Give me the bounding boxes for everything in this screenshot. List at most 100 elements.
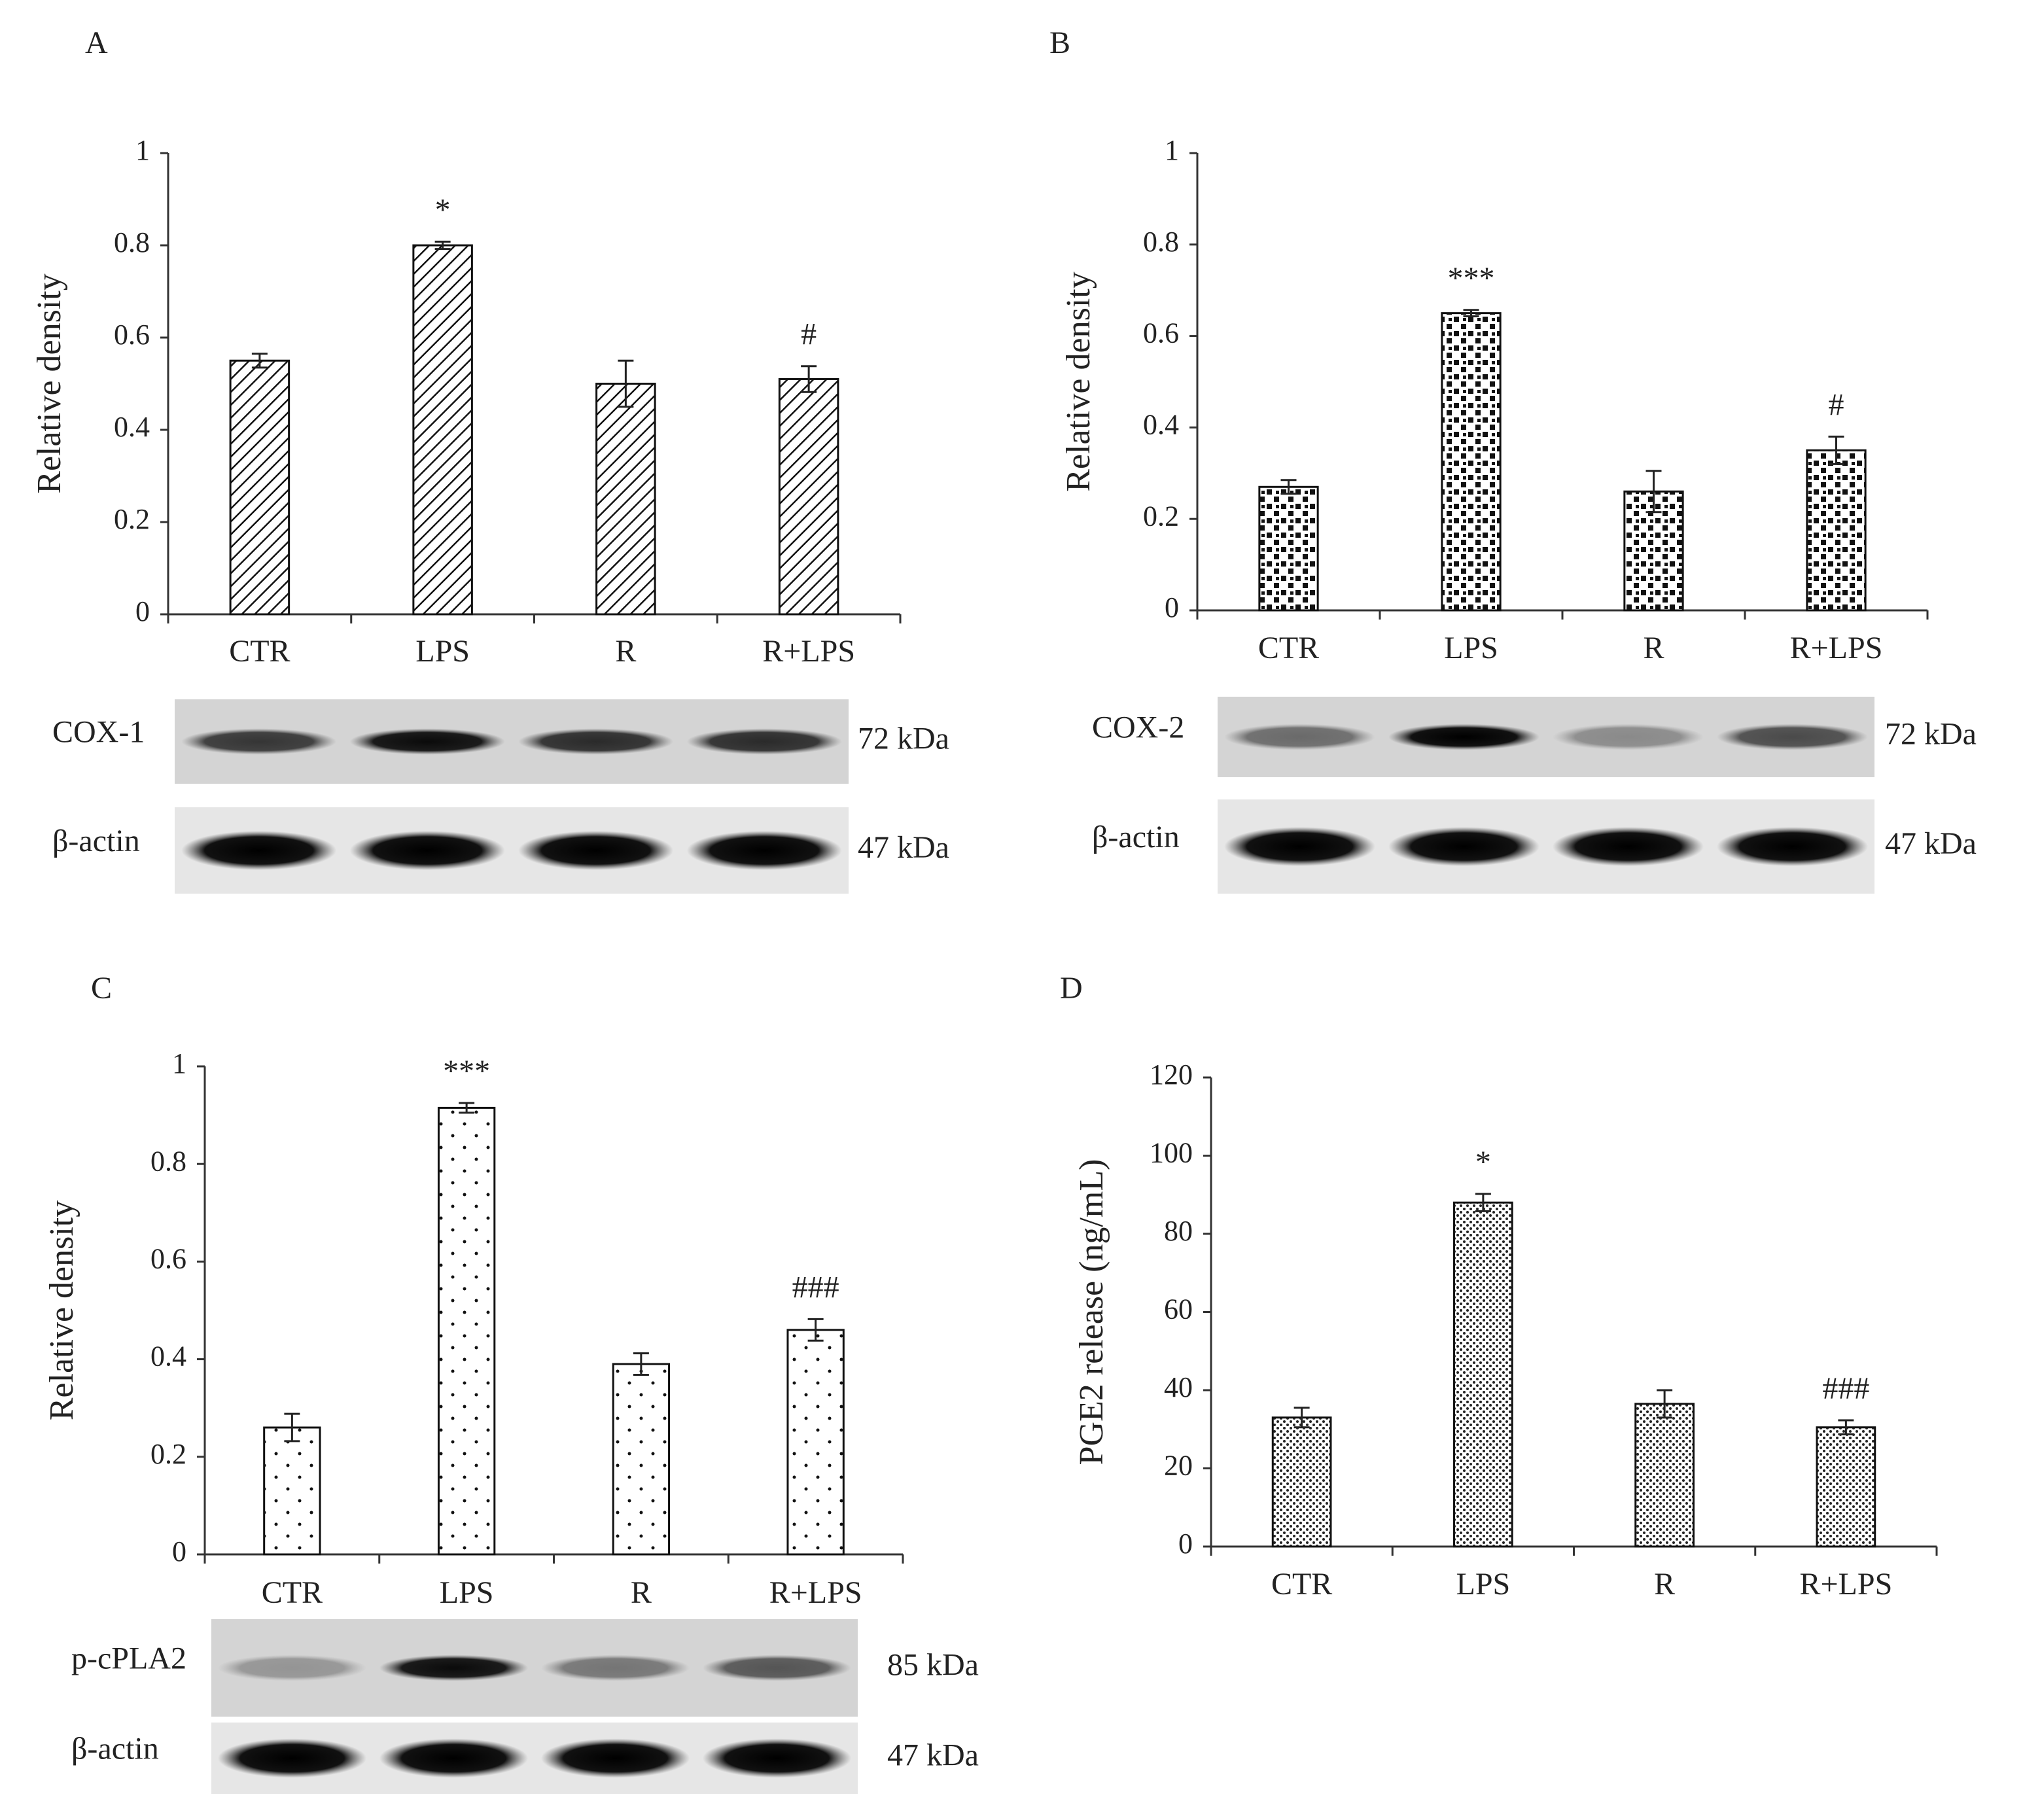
y-tick-label: 1 [1165, 134, 1179, 166]
bar [437, 1106, 496, 1556]
y-tick-label: 120 [1150, 1059, 1193, 1091]
bar [1271, 1416, 1332, 1548]
y-tick-label: 0.8 [150, 1145, 186, 1177]
y-tick-label: 80 [1164, 1215, 1193, 1247]
y-tick-label: 0.8 [114, 226, 150, 258]
y-tick-label: 100 [1150, 1137, 1193, 1169]
blot-band [217, 1654, 367, 1681]
y-tick-label: 0.2 [1143, 500, 1179, 532]
x-tick-label: R+LPS [1799, 1567, 1892, 1601]
y-tick-label: 0 [135, 595, 150, 627]
blot-band [1553, 724, 1704, 750]
y-axis-label: Relative density [31, 273, 68, 493]
y-axis-label: Relative density [43, 1200, 80, 1420]
blot-band [1224, 827, 1375, 866]
blot-band [686, 728, 842, 755]
bar [1816, 1426, 1876, 1548]
y-tick-label: 0.2 [114, 503, 150, 535]
significance-label: *** [443, 1054, 490, 1089]
bar [1634, 1403, 1695, 1548]
y-tick-label: 20 [1164, 1450, 1193, 1482]
significance-label: # [1829, 387, 1844, 422]
y-tick-label: 0.4 [114, 411, 150, 443]
y-tick-label: 0.2 [150, 1438, 186, 1470]
significance-label: *** [1448, 261, 1495, 296]
y-tick-label: 1 [172, 1047, 186, 1079]
blot-band [217, 1738, 367, 1778]
error-bar [801, 365, 817, 393]
blot-size: 72 kDa [858, 722, 949, 756]
bar [1258, 485, 1319, 612]
x-tick-label: R [631, 1575, 652, 1610]
error-bar [618, 359, 634, 408]
blot-label: β-actin [71, 1732, 159, 1766]
blot-band [1388, 827, 1539, 866]
bar [786, 1329, 845, 1556]
blot-band [540, 1738, 690, 1778]
blot-band [702, 1654, 852, 1681]
panel-letter: D [1060, 971, 1083, 1006]
bar [1441, 312, 1502, 612]
y-tick-label: 0 [1165, 591, 1179, 623]
y-tick-label: 40 [1164, 1371, 1193, 1403]
blot-label: β-actin [1092, 820, 1180, 854]
blot-band [349, 831, 505, 870]
bar [595, 383, 656, 616]
significance-label: # [801, 317, 817, 352]
bar [778, 377, 839, 616]
blot-size: 72 kDa [1885, 717, 1977, 752]
x-tick-label: R [615, 634, 636, 669]
y-tick-label: 1 [135, 134, 150, 166]
blot-band [702, 1738, 852, 1778]
significance-label: * [435, 192, 451, 227]
bar [1453, 1201, 1513, 1548]
x-tick-label: LPS [1456, 1567, 1511, 1601]
blot-label: COX-1 [52, 715, 145, 750]
x-tick-label: CTR [229, 634, 290, 669]
x-tick-label: R [1654, 1567, 1675, 1601]
significance-label: ### [792, 1270, 839, 1304]
x-tick-label: R+LPS [762, 634, 855, 669]
x-tick-label: R+LPS [1790, 631, 1883, 665]
y-tick-label: 0 [1178, 1528, 1193, 1560]
x-tick-label: CTR [1271, 1567, 1332, 1601]
x-tick-label: CTR [1258, 631, 1319, 665]
blot-band [518, 728, 674, 755]
blot-size: 47 kDa [887, 1738, 979, 1773]
significance-label: * [1475, 1145, 1491, 1180]
y-tick-label: 0.6 [150, 1242, 186, 1274]
y-tick-label: 0.6 [1143, 317, 1179, 349]
blot-band [518, 831, 674, 870]
error-bar [1828, 435, 1844, 465]
blot-size: 85 kDa [887, 1648, 979, 1683]
y-tick-label: 0.6 [114, 319, 150, 351]
error-bar [807, 1318, 824, 1342]
bar [612, 1363, 671, 1556]
panel-letter: A [85, 26, 108, 60]
error-bar [1475, 1193, 1491, 1212]
blot-label: p-cPLA2 [71, 1641, 186, 1676]
significance-label: ### [1822, 1371, 1869, 1406]
panel-letter: B [1049, 26, 1070, 60]
blot-band [379, 1738, 529, 1778]
blot-band [686, 831, 842, 870]
error-bar [1463, 309, 1479, 318]
blot-size: 47 kDa [858, 830, 949, 865]
blot-band [1224, 724, 1375, 750]
blot-band [181, 728, 337, 755]
blot-band [1553, 827, 1704, 866]
y-tick-label: 0.4 [150, 1340, 186, 1373]
x-tick-label: LPS [1444, 631, 1498, 665]
error-bar [434, 240, 451, 251]
y-axis-label: PGE2 release (ng/mL) [1073, 1159, 1110, 1465]
blot-band [349, 728, 505, 755]
bar [263, 1426, 321, 1556]
error-bar [284, 1412, 300, 1443]
error-bar [633, 1352, 649, 1376]
error-bar [251, 353, 268, 369]
blot-band [1717, 724, 1868, 750]
x-tick-label: CTR [262, 1575, 323, 1610]
blot-band [1717, 827, 1868, 866]
y-tick-label: 0 [172, 1535, 186, 1567]
